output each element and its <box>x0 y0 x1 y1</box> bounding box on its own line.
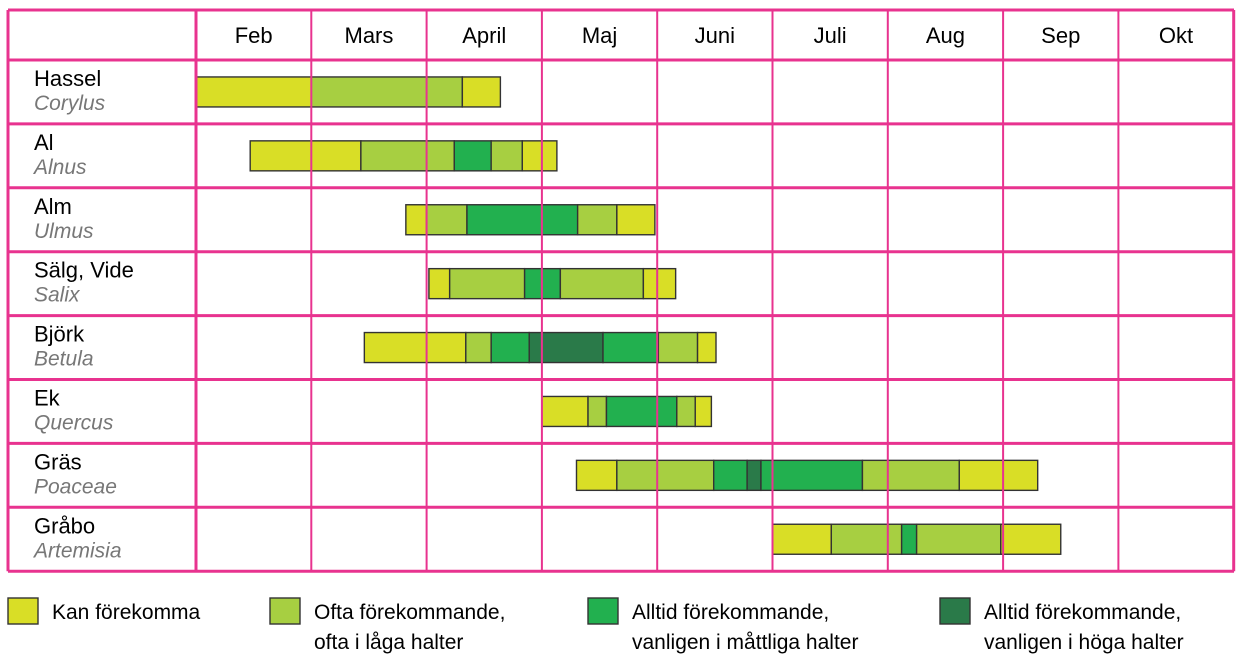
bar-segment-ofta <box>861 459 960 492</box>
bar-segment-alltid <box>490 331 530 364</box>
bar-segment-kan <box>616 204 656 236</box>
bar-segment-alltid <box>712 459 748 492</box>
bar-segment-ofta <box>657 331 699 364</box>
bar-segment-alltid <box>453 140 492 172</box>
species-latin-name: Artemisia <box>32 539 122 562</box>
bar-ek <box>541 395 713 428</box>
species-latin-name: Betula <box>34 348 94 371</box>
legend-swatch <box>7 597 39 625</box>
bar-segment-hoga <box>528 331 604 364</box>
bar-segment-ofta <box>425 204 468 236</box>
month-label: Okt <box>1159 23 1193 48</box>
bar-segment-ofta <box>448 267 526 300</box>
bar-alm <box>405 204 656 236</box>
bar-segment-kan <box>694 395 713 428</box>
legend-label: Ofta förekommande, <box>314 601 505 624</box>
legend: Kan förekomma Ofta förekommande, ofta i lå… <box>7 597 1184 654</box>
legend-swatch <box>939 597 971 625</box>
bar-segment-ofta <box>465 331 492 364</box>
bar-segment-ofta <box>587 395 608 428</box>
bar-segment-alltid <box>602 331 660 364</box>
species-name: Gråbo <box>34 513 95 538</box>
species-latin-name: Poaceae <box>34 475 117 498</box>
bar-sälg-vide <box>428 267 677 300</box>
legend-swatch <box>587 597 619 625</box>
month-label: Feb <box>235 23 273 48</box>
bar-segment-kan <box>958 459 1039 492</box>
bar-segment-kan <box>461 76 502 108</box>
bar-segment-kan <box>642 267 677 300</box>
bar-segment-ofta <box>559 267 645 300</box>
bar-segment-alltid <box>605 395 678 428</box>
bar-segment-kan <box>405 204 428 236</box>
legend-label: vanligen i måttliga halter <box>632 631 858 654</box>
bar-segment-kan <box>696 331 717 364</box>
bar-segment-kan <box>521 140 558 172</box>
bar-segment-alltid <box>466 204 579 236</box>
bar-segment-kan <box>249 140 362 172</box>
bar-segment-ofta <box>310 76 464 108</box>
bar-segment-ofta <box>490 140 523 172</box>
species-name: Gräs <box>34 449 82 474</box>
bar-segment-kan <box>771 523 833 555</box>
bars-layer <box>195 76 1062 555</box>
legend-item-hoga: Alltid förekommande, vanligen i höga halt… <box>939 597 1184 654</box>
month-label: April <box>462 23 506 48</box>
month-label: Aug <box>926 23 965 48</box>
month-label: Juni <box>695 23 735 48</box>
bar-segment-ofta <box>830 523 903 555</box>
bar-björk <box>363 331 717 364</box>
species-latin-name: Salix <box>34 284 81 307</box>
bar-segment-kan <box>363 331 467 364</box>
bar-al <box>249 140 558 172</box>
grid-layer <box>6 8 1236 573</box>
bar-segment-kan <box>541 395 589 428</box>
species-name: Alm <box>34 194 72 219</box>
month-label: Juli <box>814 23 847 48</box>
bar-segment-kan <box>428 267 451 300</box>
bar-segment-kan <box>195 76 313 108</box>
bar-segment-ofta <box>360 140 455 172</box>
legend-item-kan: Kan förekomma <box>7 597 201 625</box>
labels-layer: Feb Mars April Maj Juni Juli Aug Sep Okt HasselCo… <box>32 23 1193 562</box>
bar-segment-kan <box>575 459 618 492</box>
species-latin-name: Alnus <box>32 156 87 179</box>
bar-hassel <box>195 76 502 108</box>
species-name: Björk <box>34 322 85 347</box>
bar-segment-ofta <box>576 204 618 236</box>
legend-label: ofta i låga halter <box>314 631 463 654</box>
legend-label: Alltid förekommande, <box>984 601 1181 624</box>
bar-segment-alltid <box>900 523 918 555</box>
bar-gräs <box>575 459 1039 492</box>
bar-segment-ofta <box>616 459 715 492</box>
bar-segment-hoga <box>746 459 762 492</box>
species-name: Ek <box>34 386 61 411</box>
legend-label: Kan förekomma <box>52 601 201 624</box>
bar-segment-ofta <box>915 523 1002 555</box>
species-name: Sälg, Vide <box>34 258 134 283</box>
legend-label: vanligen i höga halter <box>984 631 1184 654</box>
species-latin-name: Quercus <box>34 412 114 435</box>
bar-gråbo <box>771 523 1062 555</box>
legend-swatch <box>269 597 301 625</box>
bar-segment-kan <box>1000 523 1062 555</box>
species-name: Al <box>34 130 54 155</box>
month-label: Mars <box>345 23 394 48</box>
species-name: Hassel <box>34 66 101 91</box>
species-latin-name: Corylus <box>34 92 106 115</box>
legend-item-alltid: Alltid förekommande, vanligen i måttliga … <box>587 597 858 654</box>
month-label: Maj <box>582 23 617 48</box>
bar-segment-ofta <box>676 395 696 428</box>
month-label: Sep <box>1041 23 1080 48</box>
legend-item-ofta: Ofta förekommande, ofta i låga halter <box>269 597 505 654</box>
legend-label: Alltid förekommande, <box>632 601 829 624</box>
bar-segment-alltid <box>760 459 864 492</box>
species-latin-name: Ulmus <box>34 220 94 243</box>
